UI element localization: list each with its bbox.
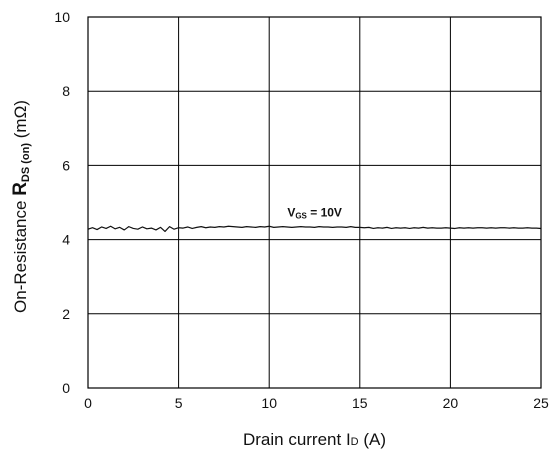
series-label: VGS = 10V	[287, 206, 342, 221]
axis-titles: Drain current ID (A) On-Resistance RDS (o…	[10, 100, 386, 449]
x-tick-label: 25	[533, 395, 549, 411]
x-tick-label: 15	[352, 395, 368, 411]
y-tick-label: 4	[62, 232, 70, 248]
x-axis-title: Drain current ID (A)	[243, 430, 386, 449]
y-tick-label: 2	[62, 306, 70, 322]
x-tick-label: 20	[443, 395, 459, 411]
plot-border	[87, 16, 542, 389]
y-tick-label: 0	[62, 380, 70, 396]
y-tick-label: 6	[62, 157, 70, 173]
series-line	[87, 225, 542, 233]
y-tick-label: 10	[54, 9, 70, 25]
plot-frame	[87, 16, 542, 389]
y-tick-label: 8	[62, 83, 70, 99]
grid	[88, 17, 541, 388]
x-tick-label: 0	[84, 395, 92, 411]
x-tick-label: 10	[261, 395, 277, 411]
tick-labels: 0 5 10 15 20 25 0 2 4 6 8 10	[54, 9, 549, 411]
y-axis-title: On-Resistance RDS (on) (mΩ)	[10, 100, 32, 313]
plot-area: VGS = 10V	[87, 206, 542, 233]
x-tick-label: 5	[175, 395, 183, 411]
